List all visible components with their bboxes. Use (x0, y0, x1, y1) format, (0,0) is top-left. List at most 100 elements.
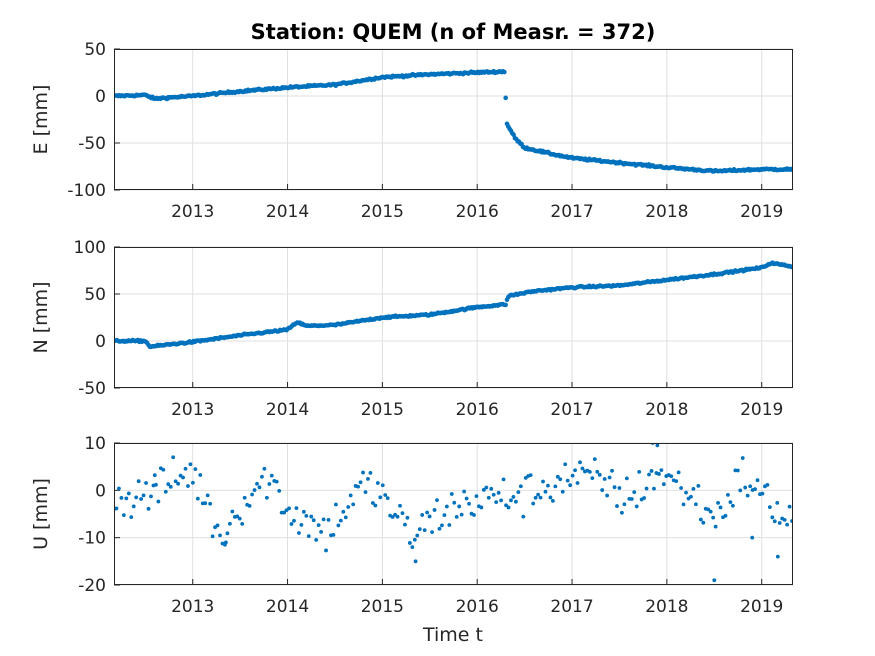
x-tick-label: 2019 (740, 597, 783, 617)
data-point (198, 473, 203, 477)
data-point (521, 514, 526, 519)
y-axis-label: N [mm] (30, 281, 52, 353)
data-point (558, 477, 563, 482)
data-point (481, 487, 486, 492)
data-point (723, 513, 728, 518)
subplot-2: 2013 2014 2015 2016 2017 2018 2019 100 50 0 -50 N [… (30, 238, 793, 420)
data-point (624, 476, 629, 481)
data-point (126, 491, 131, 496)
data-point (514, 499, 518, 504)
y-tick-label: 50 (84, 285, 106, 305)
data-point (136, 479, 141, 484)
data-point (319, 529, 324, 534)
data-point (144, 481, 148, 485)
data-point (195, 496, 200, 501)
data-point (546, 483, 550, 488)
chart-title: Station: QUEM (n of Measr. = 372) (251, 20, 656, 44)
data-point (326, 518, 331, 522)
data-point (760, 491, 765, 496)
data-point (230, 509, 235, 514)
data-point (622, 502, 627, 507)
data-point (287, 506, 291, 511)
data-point (452, 500, 457, 505)
data-point (679, 486, 683, 490)
data-point (506, 505, 511, 510)
data-point (620, 510, 624, 515)
data-point (713, 524, 718, 529)
data-point (503, 302, 508, 308)
data-point (560, 489, 565, 494)
data-point (718, 505, 723, 510)
data-point (390, 515, 395, 519)
data-point (267, 482, 272, 486)
x-tick-label: 2015 (361, 202, 404, 222)
data-point (257, 485, 262, 490)
data-point (163, 489, 168, 494)
data-point (262, 466, 267, 471)
data-point (743, 485, 748, 490)
data-point (454, 514, 459, 519)
data-point (745, 493, 750, 498)
data-point (183, 466, 188, 471)
data-point (314, 537, 319, 542)
data-point (152, 473, 157, 478)
data-point (407, 541, 412, 545)
axes-box (114, 247, 793, 388)
data-point (368, 471, 373, 475)
data-point (299, 523, 304, 527)
x-tick-label: 2017 (550, 202, 593, 222)
data-point (331, 532, 336, 537)
data-point (400, 511, 405, 516)
data-point (294, 506, 299, 511)
data-point (587, 469, 592, 474)
data-point (297, 531, 301, 535)
data-point (541, 479, 545, 484)
data-point (292, 518, 296, 523)
data-point (652, 486, 656, 491)
data-point (605, 493, 610, 498)
data-point (425, 510, 430, 515)
x-tick-label: 2014 (266, 202, 309, 222)
data-point (548, 495, 553, 500)
data-point (740, 456, 745, 460)
y-tick-label: -20 (78, 576, 106, 596)
data-point (119, 496, 124, 500)
data-point (442, 513, 447, 518)
data-point (336, 523, 341, 528)
data-point (531, 501, 536, 506)
data-point (750, 535, 755, 540)
data-point (437, 526, 442, 531)
data-point (427, 514, 432, 519)
data-point (712, 578, 717, 583)
data-point (765, 482, 770, 487)
data-point (474, 494, 479, 499)
data-point (289, 522, 294, 526)
data-point (503, 95, 508, 101)
data-point (378, 495, 383, 500)
data-point (316, 523, 321, 528)
data-point (669, 474, 674, 479)
x-tick-label: 2016 (456, 597, 499, 617)
data-point (767, 505, 772, 510)
data-point (459, 512, 464, 517)
data-point (533, 495, 538, 500)
data-point (375, 481, 380, 485)
data-point (121, 513, 126, 518)
data-point (240, 521, 245, 526)
data-point (543, 489, 548, 494)
data-point (637, 469, 642, 474)
data-point (462, 489, 467, 494)
data-point (486, 495, 491, 500)
data-point (600, 488, 605, 492)
data-point (149, 494, 153, 499)
data-point (573, 468, 577, 473)
data-point (649, 469, 654, 473)
data-point (412, 537, 417, 542)
data-point (218, 533, 222, 538)
data-point (735, 468, 740, 473)
data-point (494, 500, 499, 505)
data-point (659, 468, 664, 473)
y-tick-label: 50 (84, 40, 106, 60)
data-point (405, 515, 410, 520)
data-point (356, 484, 360, 489)
